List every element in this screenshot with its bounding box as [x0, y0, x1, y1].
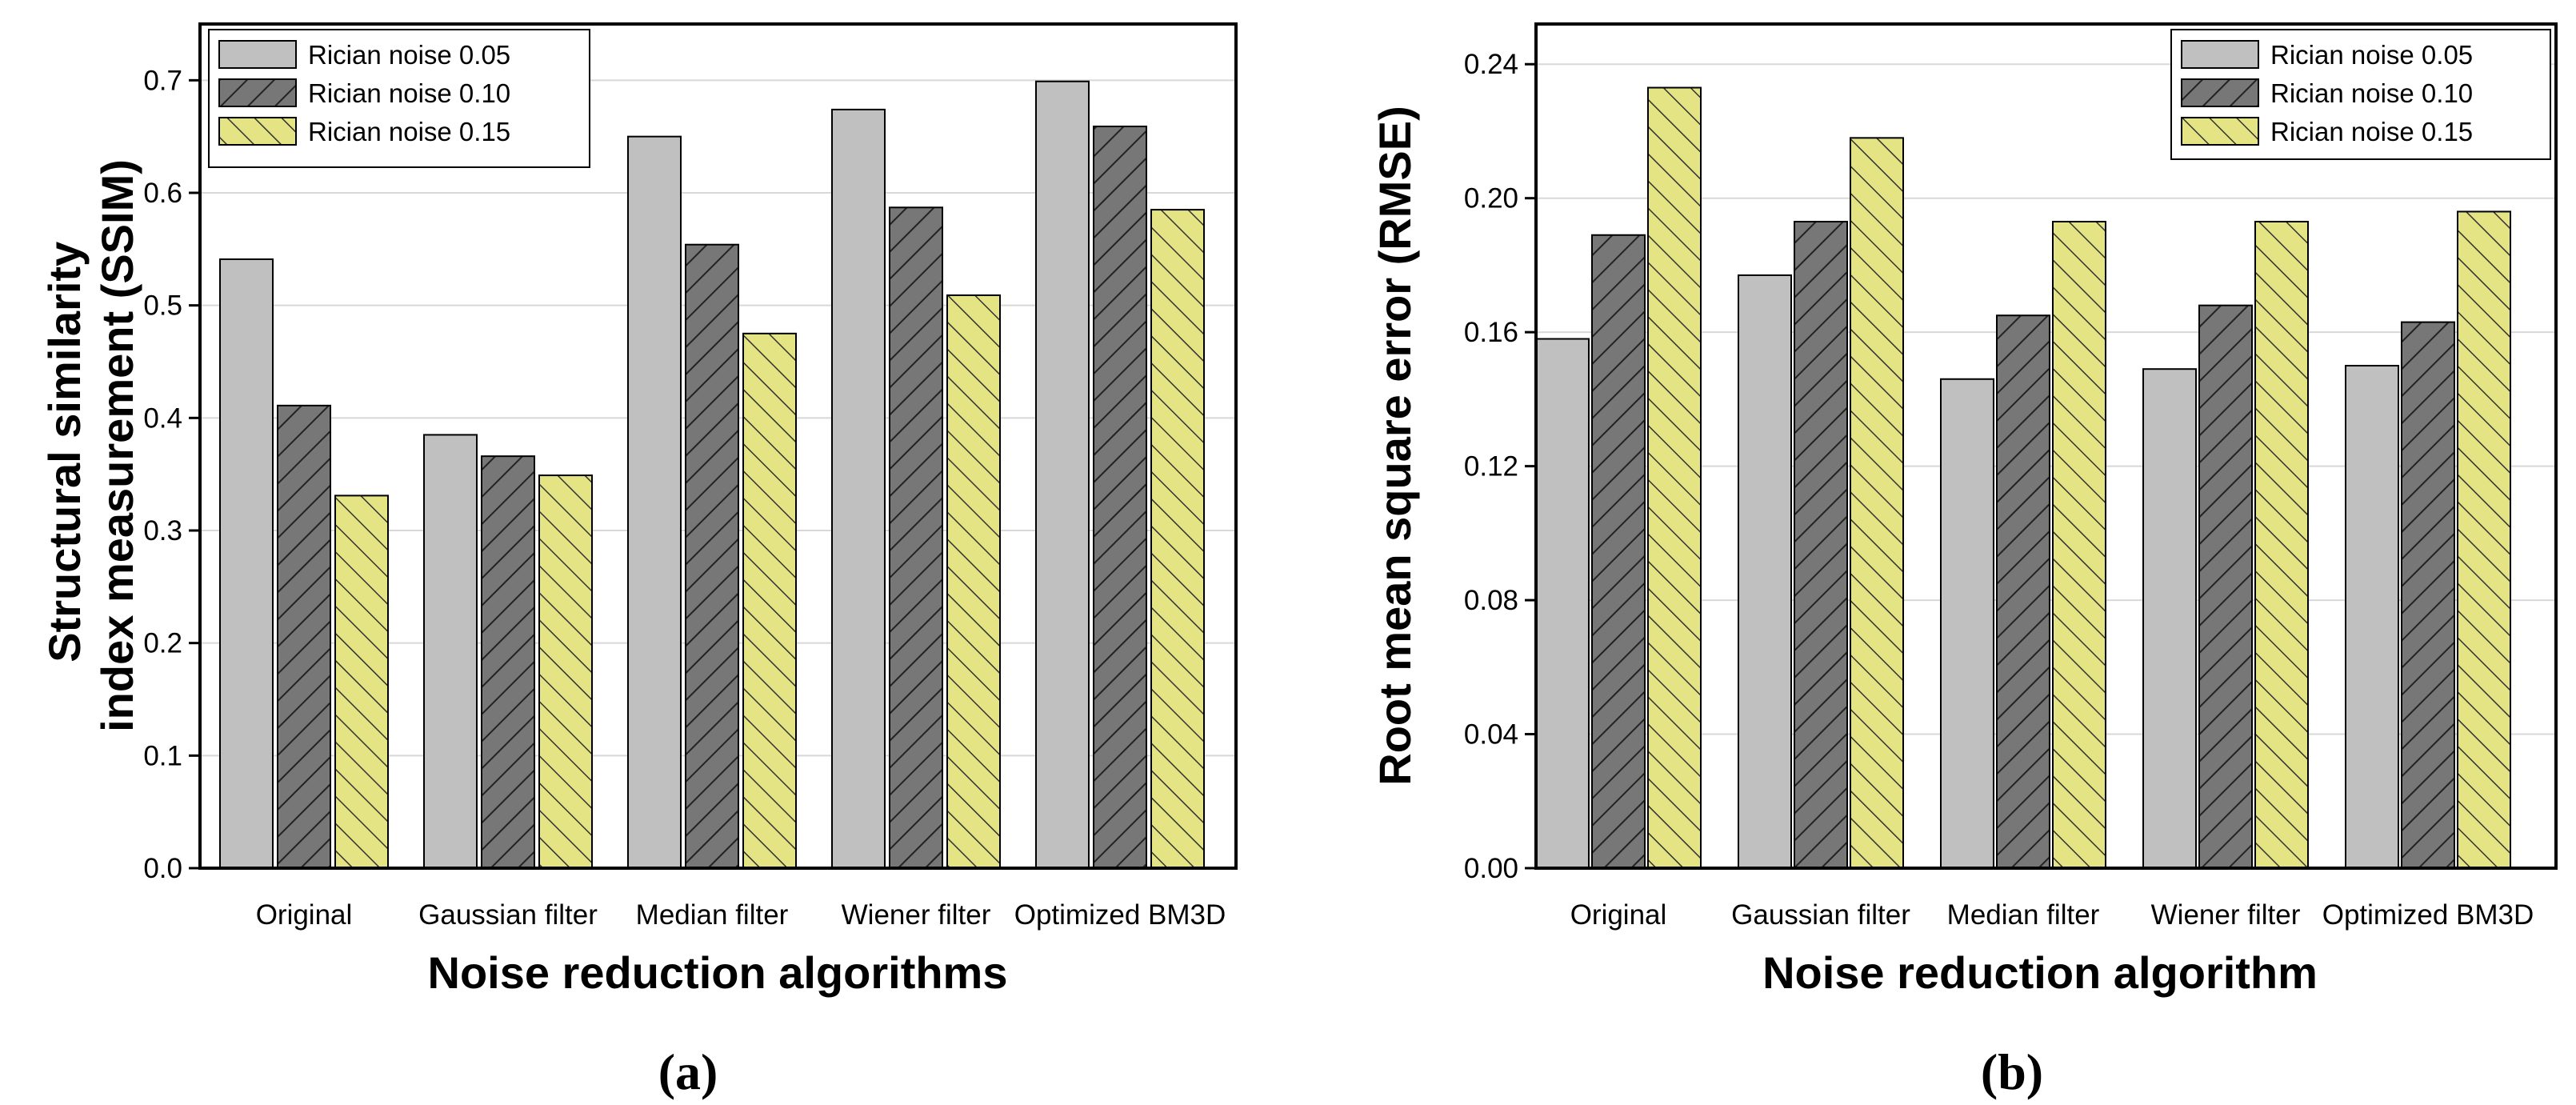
- y-tick-label: 0.08: [1464, 585, 1518, 616]
- panel-label: (b): [1981, 1043, 2043, 1100]
- x-tick-label: Original: [256, 899, 353, 931]
- bar-1: [2142, 368, 2197, 869]
- bar-3: [1647, 86, 1702, 870]
- y-axis-label-line2: index measurement (SSIM): [92, 159, 142, 732]
- y-axis-label: Structural similarity index measurement …: [39, 159, 142, 732]
- legend-swatch-s2: [218, 78, 297, 107]
- y-tick-label: 0.1: [143, 740, 182, 771]
- legend-swatch-s2: [2181, 78, 2259, 107]
- y-tick-label: 0.16: [1464, 317, 1518, 348]
- x-tick-label: Wiener filter: [842, 899, 991, 931]
- legend: Rician noise 0.05 Rician noise 0.10 Rici…: [2170, 29, 2551, 160]
- bar-3: [334, 494, 389, 869]
- plot-frame: [1534, 22, 2558, 870]
- y-tick-label: 0.20: [1464, 183, 1518, 214]
- y-axis-label: Root mean square error (RMSE): [1370, 106, 1420, 786]
- legend-swatch-s3: [218, 117, 297, 146]
- x-tick-label: Gaussian filter: [418, 899, 598, 931]
- bar-2: [2198, 304, 2253, 869]
- x-tick-labels: Original Gaussian filter Median filter Wien…: [1570, 899, 2534, 931]
- x-axis-label: Noise reduction algorithm: [1762, 947, 2318, 998]
- x-tick-label: Wiener filter: [2151, 899, 2301, 931]
- bar-1: [423, 434, 478, 869]
- bar-2: [1996, 314, 2050, 869]
- y-axis-label-line1: Structural similarity: [39, 242, 90, 663]
- bars: [1535, 86, 2511, 870]
- y-ticks: 0.0 0.1 0.2 0.3 0.4 0.5 0.6 0.7: [143, 65, 200, 884]
- y-tick-label: 0.5: [143, 290, 182, 322]
- bar-1: [831, 108, 886, 869]
- x-axis-label: Noise reduction algorithms: [428, 947, 1008, 998]
- x-tick-label: Original: [1570, 899, 1667, 931]
- y-axis-label-line1: Root mean square error (RMSE): [1370, 106, 1420, 786]
- legend-label-s3: Rician noise 0.15: [2270, 117, 2473, 146]
- x-tick-label: Gaussian filter: [1731, 899, 1910, 931]
- y-tick-label: 0.7: [143, 65, 182, 96]
- bar-1: [2345, 365, 2399, 869]
- bars: [219, 80, 1205, 870]
- legend-swatch-s1: [2181, 40, 2259, 69]
- legend-label-s3: Rician noise 0.15: [308, 117, 510, 146]
- x-tick-labels: Original Gaussian filter Median filter Wien…: [256, 899, 1226, 931]
- legend-swatch-s3: [2181, 117, 2259, 146]
- bar-1: [1738, 274, 1792, 869]
- bar-2: [889, 206, 943, 869]
- x-tick-label: Median filter: [1947, 899, 2100, 931]
- y-tick-label: 0.00: [1464, 853, 1518, 884]
- bar-2: [1591, 234, 1646, 869]
- y-tick-label: 0.6: [143, 178, 182, 209]
- bar-2: [2401, 321, 2455, 870]
- bar-3: [1850, 137, 1904, 870]
- bar-1: [1940, 378, 1994, 869]
- bar-2: [685, 243, 739, 869]
- chart-ssim: 0.0 0.1 0.2 0.3 0.4 0.5 0.6 0.7 Original Gaussia…: [39, 22, 1238, 1100]
- plot-frame: [198, 22, 1238, 870]
- chart-rmse: 0.00 0.04 0.08 0.12 0.16 0.20 0.24 Original Gau…: [1370, 22, 2558, 1100]
- y-tick-label: 0.24: [1464, 49, 1518, 80]
- y-tick-label: 0.12: [1464, 451, 1518, 482]
- bar-3: [1150, 209, 1205, 870]
- bar-2: [1794, 221, 1848, 869]
- bar-2: [481, 455, 535, 869]
- bar-1: [1535, 338, 1590, 869]
- y-tick-label: 0.0: [143, 853, 182, 884]
- x-tick-label: Median filter: [636, 899, 789, 931]
- bar-3: [2254, 221, 2309, 869]
- y-tick-label: 0.3: [143, 515, 182, 546]
- y-ticks: 0.00 0.04 0.08 0.12 0.16 0.20 0.24: [1464, 49, 1536, 884]
- y-tick-label: 0.04: [1464, 719, 1518, 751]
- x-tick-label: Optimized BM3D: [1014, 899, 1226, 931]
- legend: Rician noise 0.05 Rician noise 0.10 Rici…: [208, 29, 590, 168]
- panel-label: (a): [658, 1043, 718, 1100]
- bar-1: [219, 258, 274, 869]
- bar-3: [538, 474, 593, 869]
- legend-label-s2: Rician noise 0.10: [2270, 78, 2473, 108]
- y-tick-label: 0.4: [143, 402, 182, 434]
- x-tick-label: Optimized BM3D: [2322, 899, 2534, 931]
- legend-label-s1: Rician noise 0.05: [308, 40, 510, 70]
- bar-2: [1093, 126, 1147, 870]
- bar-3: [946, 294, 1001, 869]
- bar-3: [2457, 210, 2511, 869]
- legend-swatch-s1: [218, 40, 297, 69]
- y-tick-label: 0.2: [143, 628, 182, 659]
- bar-2: [277, 404, 331, 869]
- legend-label-s2: Rician noise 0.10: [308, 78, 510, 108]
- bar-3: [2052, 221, 2106, 869]
- bar-1: [627, 135, 682, 869]
- bar-3: [742, 332, 797, 870]
- legend-label-s1: Rician noise 0.05: [2270, 40, 2473, 70]
- bar-1: [1035, 80, 1090, 870]
